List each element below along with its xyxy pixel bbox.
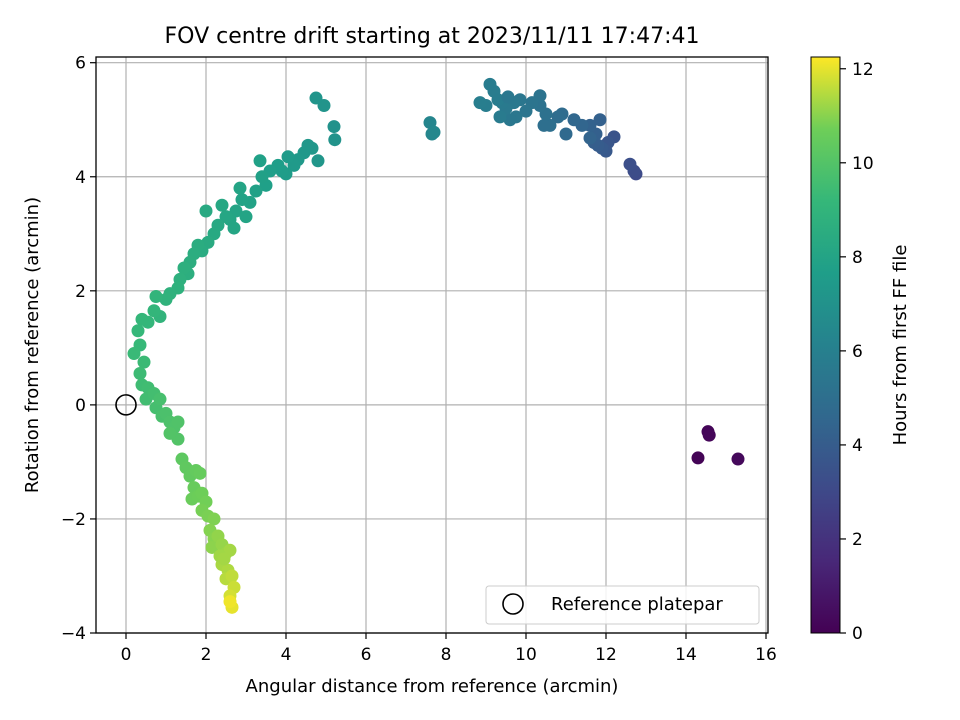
reference-point <box>115 394 137 416</box>
data-point <box>311 154 325 168</box>
x-tick-label: 16 <box>755 645 777 665</box>
data-point <box>193 466 207 480</box>
data-point <box>149 290 163 304</box>
y-axis-ticks: −4 −2 0 2 4 6 <box>61 54 96 644</box>
data-point <box>133 367 147 381</box>
x-tick-label: 4 <box>281 645 292 665</box>
data-point <box>153 392 167 406</box>
data-point <box>328 133 342 147</box>
data-point <box>623 157 637 171</box>
colorbar-tick-label: 6 <box>852 342 863 362</box>
data-point <box>281 150 295 164</box>
data-point <box>239 210 253 224</box>
chart-title: FOV centre drift starting at 2023/11/11 … <box>165 24 700 49</box>
data-point <box>215 198 229 212</box>
x-tick-label: 8 <box>441 645 452 665</box>
y-tick-label: −2 <box>61 510 86 530</box>
colorbar: 0 2 4 6 8 10 12 Hours from first FF file <box>810 56 911 644</box>
data-point <box>135 312 149 326</box>
colorbar-gradient <box>810 56 841 634</box>
data-point <box>147 304 161 318</box>
data-point <box>131 324 145 338</box>
data-point <box>159 292 173 306</box>
y-tick-label: 2 <box>75 282 86 302</box>
x-tick-label: 14 <box>675 645 697 665</box>
data-point <box>551 110 565 124</box>
x-tick-label: 10 <box>515 645 537 665</box>
data-point <box>427 125 441 139</box>
data-point <box>593 113 607 127</box>
data-point <box>249 184 263 198</box>
plot-frame <box>95 56 769 634</box>
x-tick-label: 12 <box>595 645 617 665</box>
data-point <box>503 113 517 127</box>
data-point <box>171 415 185 429</box>
data-point <box>731 452 745 466</box>
data-point <box>691 451 705 465</box>
data-point <box>217 552 231 566</box>
y-tick-label: 6 <box>75 54 86 74</box>
legend: Reference platepar <box>485 585 760 625</box>
legend-label: Reference platepar <box>551 594 723 615</box>
x-axis-label: Angular distance from reference (arcmin) <box>246 676 619 697</box>
data-point <box>255 170 269 184</box>
data-point <box>223 595 237 609</box>
data-points <box>115 77 745 614</box>
y-tick-label: 4 <box>75 168 86 188</box>
data-point <box>491 93 505 107</box>
grid <box>96 57 768 634</box>
data-point <box>235 193 249 207</box>
x-tick-label: 6 <box>361 645 372 665</box>
data-point <box>253 154 267 168</box>
data-point <box>519 104 533 118</box>
data-point <box>309 91 323 105</box>
colorbar-tick-label: 4 <box>852 436 863 456</box>
data-point <box>233 181 247 195</box>
x-axis-ticks: 0 2 4 6 8 10 12 14 16 <box>121 633 777 665</box>
colorbar-tick-label: 8 <box>852 248 863 268</box>
data-point <box>537 118 551 132</box>
data-point <box>702 428 716 442</box>
data-point <box>473 96 487 110</box>
legend-box <box>485 585 760 625</box>
y-tick-label: −4 <box>61 624 86 644</box>
data-point <box>205 540 219 554</box>
x-tick-label: 2 <box>201 645 212 665</box>
data-point <box>225 569 239 583</box>
data-point <box>207 512 221 526</box>
data-point <box>567 113 581 127</box>
colorbar-label: Hours from first FF file <box>890 245 911 446</box>
data-point <box>127 347 141 361</box>
colorbar-ticks: 0 2 4 6 8 10 12 <box>840 60 874 644</box>
data-point <box>493 110 507 124</box>
x-tick-label: 0 <box>121 645 132 665</box>
colorbar-tick-label: 10 <box>852 154 874 174</box>
colorbar-tick-label: 0 <box>852 624 863 644</box>
data-point <box>559 127 573 141</box>
data-point <box>199 204 213 218</box>
data-point <box>583 131 597 145</box>
data-point <box>137 355 151 369</box>
data-point <box>219 210 233 224</box>
data-point <box>327 120 341 134</box>
data-point <box>177 261 191 275</box>
y-axis-label: Rotation from reference (arcmin) <box>22 197 43 493</box>
data-point <box>501 90 515 104</box>
colorbar-tick-label: 2 <box>852 530 863 550</box>
data-point <box>163 426 177 440</box>
colorbar-tick-label: 12 <box>852 60 874 80</box>
legend-marker <box>502 593 524 615</box>
data-point <box>227 221 241 235</box>
y-tick-label: 0 <box>75 396 86 416</box>
data-point <box>483 77 497 91</box>
